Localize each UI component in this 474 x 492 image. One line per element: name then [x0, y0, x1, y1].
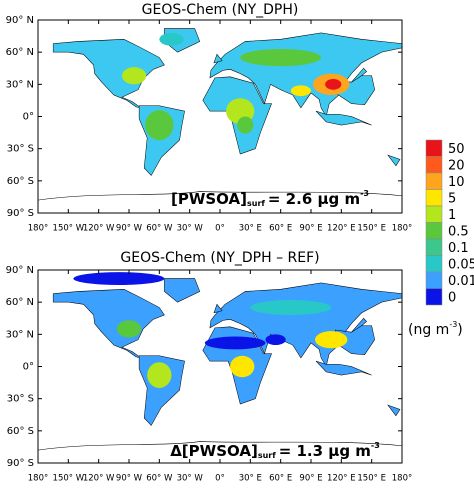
colorbar-label: 0.1 [448, 241, 469, 256]
lon-label: 90° W [116, 224, 143, 234]
lon-label: 90° E [299, 224, 322, 234]
lon-label: 30° W [177, 224, 204, 234]
lon-label: 150° W [53, 474, 85, 484]
colorbar-cell [425, 222, 443, 240]
lon-label: 60° E [269, 474, 292, 484]
lon-label: 180° [392, 224, 412, 234]
colorbar-cell [425, 238, 443, 256]
lat-label: 30° N [6, 329, 34, 340]
lon-label: 30° W [177, 474, 204, 484]
lon-label: 150° E [357, 474, 386, 484]
lon-label: 60° W [146, 474, 173, 484]
lon-label: 0° [215, 224, 225, 234]
colorbar-label: 5 [448, 191, 456, 206]
panel-title: GEOS-Chem (NY_DPH – REF) [120, 250, 319, 266]
colorbar-label: 50 [448, 142, 465, 157]
lon-label: 120° W [83, 474, 115, 484]
lat-label: 60° S [7, 176, 34, 187]
colorbar-label: 0.5 [448, 224, 469, 239]
lat-label: 60° N [6, 47, 34, 58]
lon-label: 120° E [327, 224, 356, 234]
annotation: Δ[PWSOA]surf = 1.3 µg m-3 [170, 441, 380, 460]
colorbar-cell [425, 139, 443, 157]
lat-label: 0° [23, 362, 34, 373]
lon-label: 150° W [53, 224, 85, 234]
colorbar-cell [425, 205, 443, 223]
colorbar-cell [425, 189, 443, 207]
colorbar-label: 0 [448, 290, 456, 305]
unit-label: (ng m-3) [408, 320, 463, 339]
lon-label: 150° E [357, 224, 386, 234]
map [38, 270, 402, 463]
lat-label: 30° S [7, 144, 34, 155]
lon-label: 90° W [116, 474, 143, 484]
map [38, 20, 402, 213]
lat-label: 90° N [6, 15, 34, 26]
colorbar-cell [425, 271, 443, 289]
colorbar-cell [425, 255, 443, 273]
lon-label: 30° E [239, 224, 262, 234]
colorbar-label: 20 [448, 158, 465, 173]
lon-label: 30° E [239, 474, 262, 484]
lon-label: 180° [28, 474, 48, 484]
lon-label: 90° E [299, 474, 322, 484]
lon-label: 60° W [146, 224, 173, 234]
colorbar-label: 0.05 [448, 257, 474, 272]
lat-label: 90° S [7, 208, 34, 219]
colorbar-cell [425, 156, 443, 174]
lon-label: 120° E [327, 474, 356, 484]
colorbar-label: 10 [448, 175, 465, 190]
lat-label: 90° S [7, 458, 34, 469]
annotation: [PWSOA]surf = 2.6 µg m-3 [171, 189, 369, 208]
lon-label: 60° E [269, 224, 292, 234]
colorbar-cell [425, 172, 443, 190]
lat-label: 30° N [6, 79, 34, 90]
colorbar-label: 1 [448, 208, 456, 223]
lon-label: 180° [392, 474, 412, 484]
lat-label: 60° N [6, 297, 34, 308]
lat-label: 0° [23, 112, 34, 123]
lon-label: 0° [215, 474, 225, 484]
lat-label: 30° S [7, 394, 34, 405]
lat-label: 60° S [7, 426, 34, 437]
lat-label: 90° N [6, 265, 34, 276]
colorbar-cell [425, 288, 443, 306]
colorbar-label: 0.01 [448, 274, 474, 289]
lon-label: 120° W [83, 224, 115, 234]
lon-label: 180° [28, 224, 48, 234]
panel-title: GEOS-Chem (NY_DPH) [142, 2, 299, 18]
